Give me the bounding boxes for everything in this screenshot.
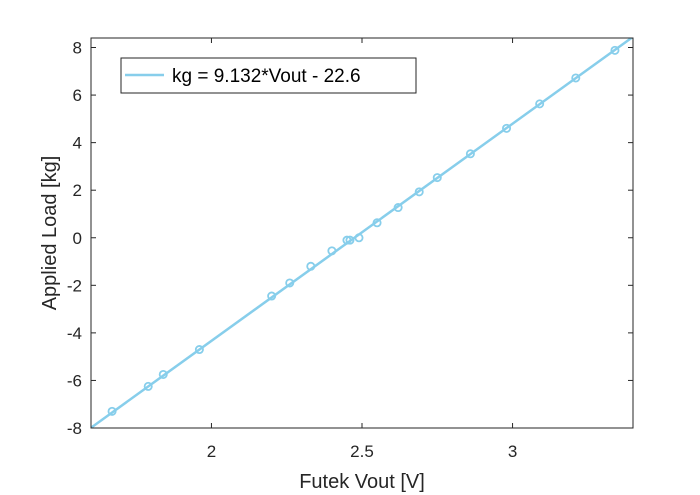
y-tick-label: -4: [67, 324, 82, 343]
data-point: [306, 261, 316, 271]
y-tick-label: 8: [73, 39, 82, 58]
data-point: [267, 291, 277, 301]
data-point: [372, 218, 382, 228]
data-point: [432, 173, 442, 183]
data-point: [610, 45, 620, 55]
x-axis-label: Futek Vout [V]: [299, 471, 425, 493]
y-tick-label: 4: [73, 134, 82, 153]
data-point: [465, 149, 475, 159]
y-tick-label: 0: [73, 229, 82, 248]
data-point: [502, 123, 512, 133]
tick-labels: 2 2.5 3 -8 -6 -4 -2 0 2 4 6 8: [67, 39, 517, 461]
x-tick-label: 2.5: [350, 442, 374, 461]
plot-frame: [90, 37, 634, 429]
y-tick-label: -6: [67, 371, 82, 390]
data-point: [571, 73, 581, 83]
data-point: [158, 369, 168, 379]
x-tick-label: 3: [508, 442, 517, 461]
data-points: [107, 45, 620, 416]
y-tick-label: 6: [73, 86, 82, 105]
data-point: [342, 235, 352, 245]
y-tick-label: 2: [73, 181, 82, 200]
data-point: [414, 187, 424, 197]
data-point: [143, 381, 153, 391]
data-point: [393, 203, 403, 213]
data-point: [327, 246, 337, 256]
y-axis-label: Applied Load [kg]: [39, 156, 61, 311]
x-tick-label: 2: [207, 442, 216, 461]
data-point: [285, 278, 295, 288]
data-point: [345, 235, 355, 245]
data-point: [535, 99, 545, 109]
legend-box: [120, 57, 417, 94]
data-point: [194, 345, 204, 355]
y-tick-label: -2: [67, 276, 82, 295]
data-point: [354, 233, 364, 243]
axis-ticks: [91, 38, 633, 429]
y-tick-label: -8: [67, 419, 82, 438]
data-point: [107, 406, 117, 416]
legend: kg = 9.132*Vout - 22.6: [120, 57, 417, 94]
legend-label: kg = 9.132*Vout - 22.6: [172, 66, 361, 87]
